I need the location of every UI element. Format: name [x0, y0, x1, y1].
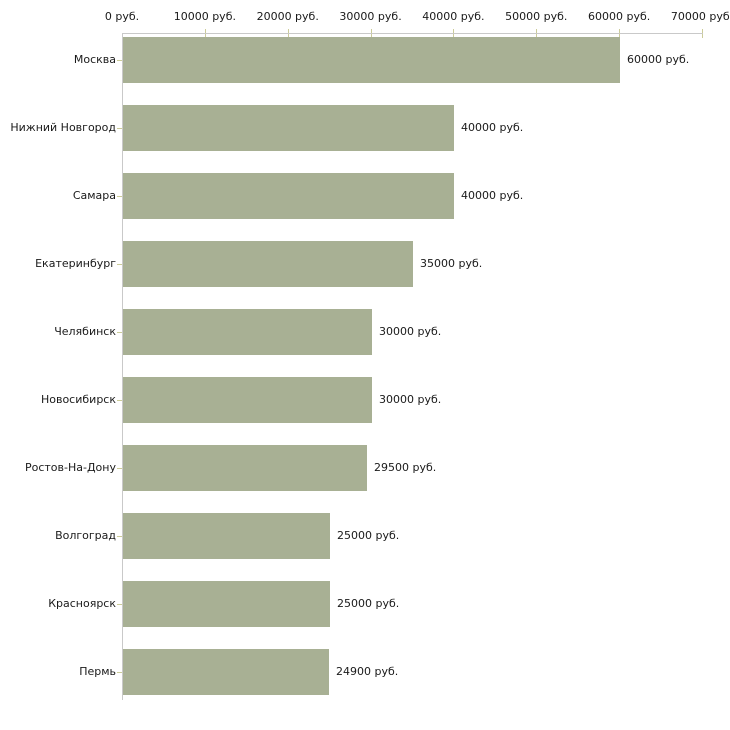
- x-axis-tick-label: 60000 руб.: [588, 10, 651, 23]
- value-label: 40000 руб.: [461, 121, 524, 134]
- x-axis-tick-label: 10000 руб.: [173, 10, 236, 23]
- category-tick-mark: [117, 60, 122, 61]
- x-axis-tick-label: 40000 руб.: [422, 10, 485, 23]
- category-tick-mark: [117, 196, 122, 197]
- bar: [123, 105, 454, 151]
- value-label: 24900 руб.: [336, 665, 399, 678]
- category-label: Нижний Новгород: [10, 121, 116, 134]
- x-axis-tick-label: 30000 руб.: [339, 10, 402, 23]
- x-axis-tick-label: 0 руб.: [104, 10, 140, 23]
- bar: [123, 377, 372, 423]
- value-label: 25000 руб.: [337, 529, 400, 542]
- value-label: 29500 руб.: [374, 461, 437, 474]
- category-label: Москва: [73, 53, 116, 66]
- category-tick-mark: [117, 604, 122, 605]
- x-axis-line: [122, 33, 703, 34]
- bar: [123, 309, 372, 355]
- category-label: Пермь: [79, 665, 116, 678]
- category-label: Волгоград: [55, 529, 116, 542]
- value-label: 60000 руб.: [627, 53, 690, 66]
- category-tick-mark: [117, 536, 122, 537]
- bar: [123, 649, 329, 695]
- bar: [123, 37, 620, 83]
- category-label: Челябинск: [54, 325, 116, 338]
- category-label: Ростов-На-Дону: [24, 461, 116, 474]
- category-label: Самара: [72, 189, 116, 202]
- category-label: Новосибирск: [40, 393, 116, 406]
- category-tick-mark: [117, 400, 122, 401]
- bar: [123, 581, 330, 627]
- x-axis-tick-label: 50000 руб.: [505, 10, 568, 23]
- category-label: Екатеринбург: [35, 257, 116, 270]
- category-tick-mark: [117, 128, 122, 129]
- x-axis-tick-label: 20000 руб.: [256, 10, 319, 23]
- value-label: 40000 руб.: [461, 189, 524, 202]
- bar: [123, 445, 367, 491]
- category-label: Красноярск: [48, 597, 116, 610]
- x-axis-tick-label: 70000 руб.: [670, 10, 730, 23]
- category-tick-mark: [117, 672, 122, 673]
- bar: [123, 173, 454, 219]
- value-label: 25000 руб.: [337, 597, 400, 610]
- value-label: 30000 руб.: [379, 325, 442, 338]
- category-tick-mark: [117, 264, 122, 265]
- bar: [123, 241, 413, 287]
- category-tick-mark: [117, 468, 122, 469]
- category-tick-mark: [117, 332, 122, 333]
- value-label: 35000 руб.: [420, 257, 483, 270]
- value-label: 30000 руб.: [379, 393, 442, 406]
- y-axis-line: [122, 33, 123, 700]
- bar: [123, 513, 330, 559]
